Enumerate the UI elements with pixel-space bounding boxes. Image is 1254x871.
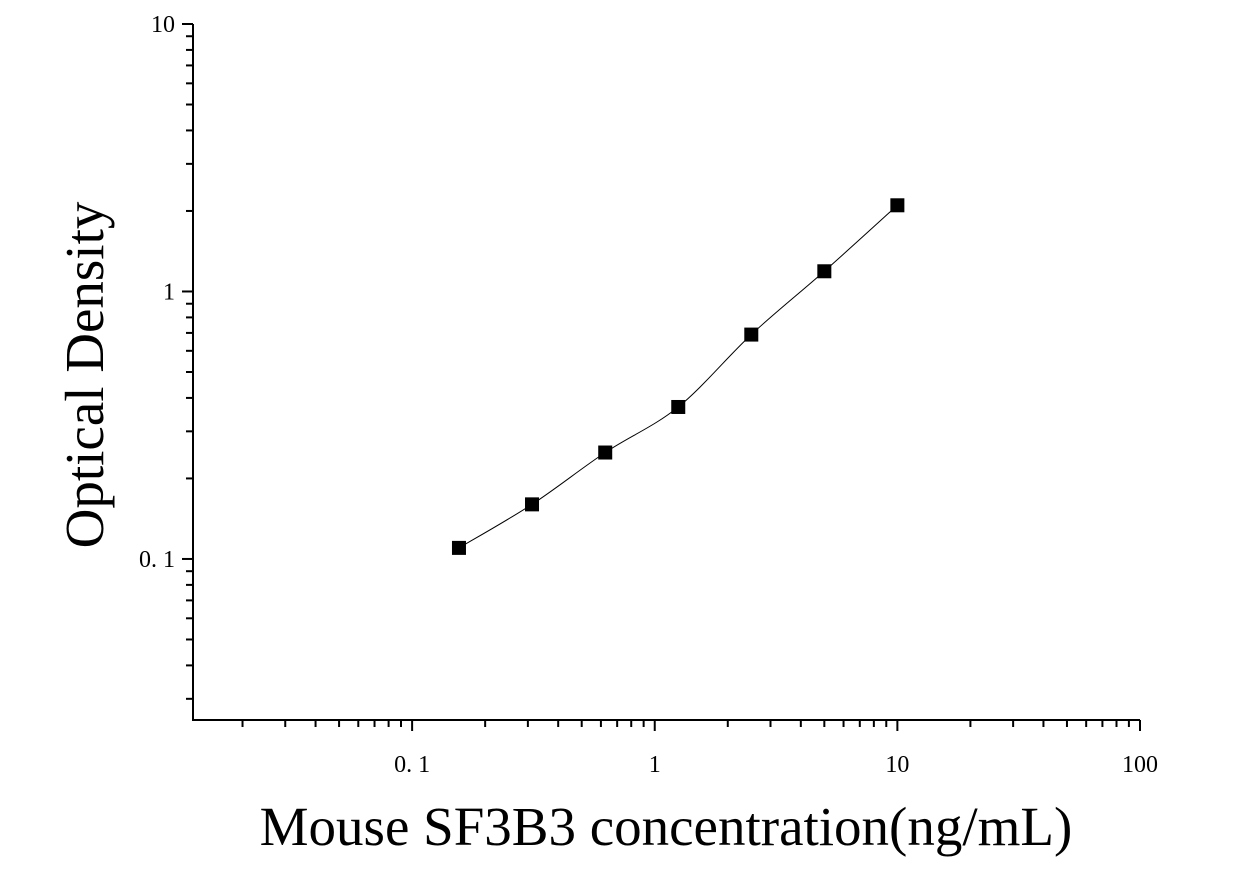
data-point	[817, 264, 832, 279]
data-point	[890, 198, 905, 213]
x-tick-label: 100	[1122, 752, 1158, 778]
axes: 0. 1 1 10 100 0. 1 1 10	[139, 12, 1158, 778]
data-point	[744, 327, 759, 342]
x-tick-label: 10	[885, 752, 909, 778]
y-axis-ticks: 0. 1 1 10	[139, 12, 193, 700]
y-tick-label: 1	[163, 279, 175, 305]
data-point	[598, 445, 613, 460]
data-point	[451, 540, 466, 555]
x-axis-title: Mouse SF3B3 concentration(ng/mL)	[260, 796, 1073, 857]
x-axis-ticks: 0. 1 1 10 100	[241, 720, 1158, 778]
y-axis-title: Optical Density	[54, 201, 115, 548]
y-tick-label: 10	[151, 12, 175, 38]
y-tick-label: 0. 1	[139, 547, 175, 573]
data-point	[525, 497, 540, 512]
x-tick-label: 0. 1	[394, 752, 430, 778]
fit-curve	[458, 204, 898, 549]
data-points	[451, 198, 905, 555]
data-point	[671, 399, 686, 414]
x-tick-label: 1	[649, 752, 661, 778]
